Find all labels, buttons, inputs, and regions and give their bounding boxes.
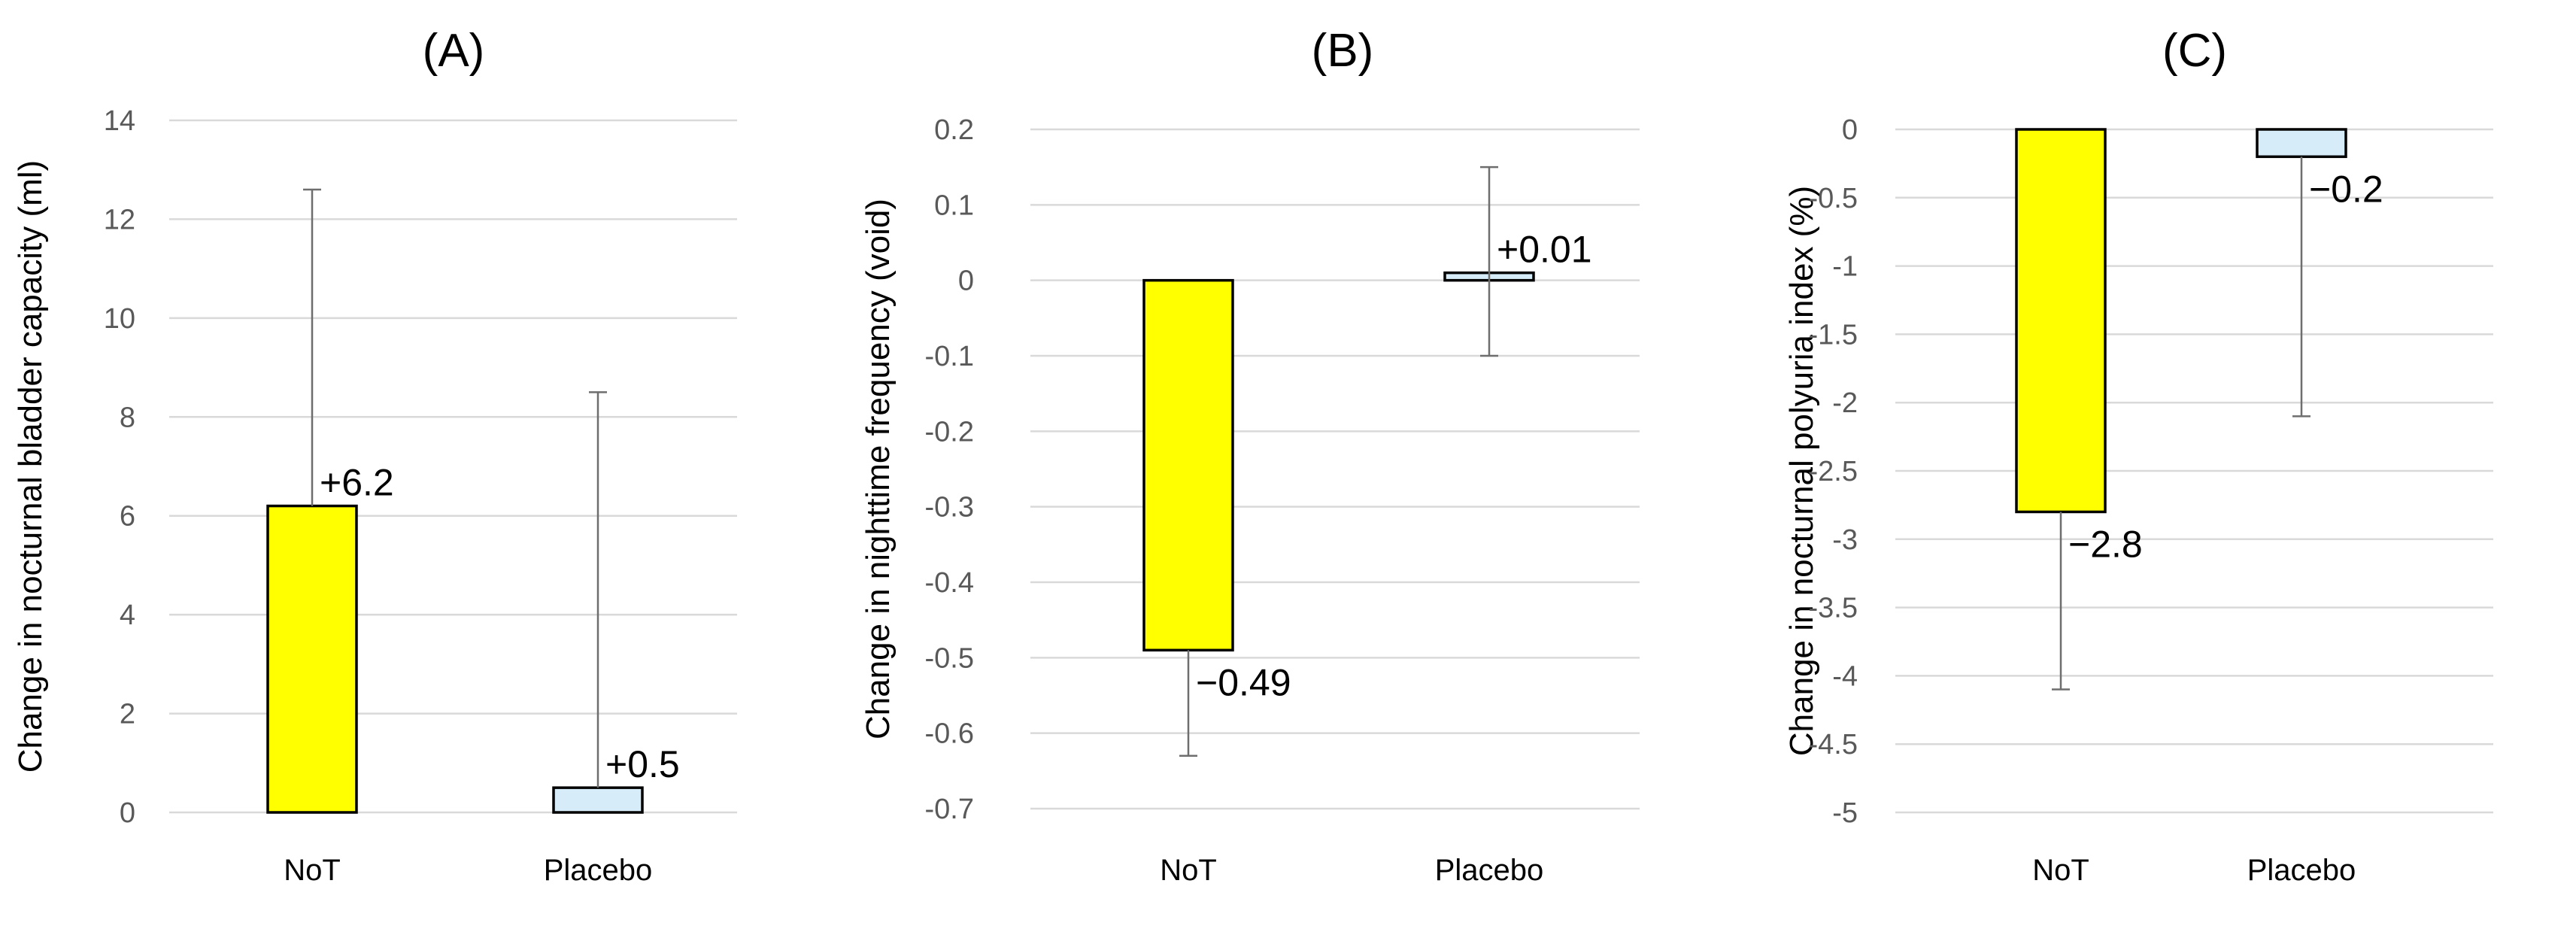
data-label: −0.49 [1196,661,1291,703]
y-tick-label: -1.5 [1809,319,1858,351]
y-tick-label: 6 [120,501,135,533]
y-tick-label: -4 [1832,660,1858,692]
x-tick-label: NoT [284,854,341,887]
y-tick-label: -0.5 [925,642,974,674]
y-axis-label: Change in nocturnal polyuria index (%) [1783,186,1820,756]
y-tick-label: -0.3 [925,492,974,524]
data-label: +0.01 [1497,229,1592,271]
y-tick-label: -1 [1832,251,1858,283]
y-tick-label: -3.5 [1809,593,1858,624]
y-tick-label: 0.2 [934,114,974,146]
y-tick-label: -0.2 [925,416,974,448]
y-axis-label: Change in nighttime frequency (void) [860,199,897,739]
x-tick-label: Placebo [1435,854,1544,887]
chart-panel-c: (C) Change in nocturnal polyuria index (%… [1783,25,2493,887]
y-tick-label: 10 [104,303,135,335]
chart-panel-b: (B) Change in nighttime frequency (void) 0… [860,25,1640,887]
bar-placebo [2256,128,2347,159]
panel-title: (C) [2162,25,2227,77]
y-tick-label: 12 [104,204,135,235]
y-tick-label: -3 [1832,524,1858,556]
y-tick-label: 0.1 [934,190,974,221]
x-tick-label: NoT [2032,854,2089,887]
x-tick-label: Placebo [2247,854,2356,887]
x-tick-label: Placebo [544,854,653,887]
y-tick-label: -0.1 [925,341,974,372]
y-tick-label: -4.5 [1809,729,1858,761]
y-tick-label: 8 [120,402,135,433]
y-tick-label: 4 [120,600,135,631]
y-tick-label: 14 [104,105,135,137]
x-tick-label: NoT [1160,854,1217,887]
y-tick-label: -2.5 [1809,456,1858,487]
chart-panel-a: (A) Change in nocturnal bladder capacity … [12,25,737,887]
data-label: −0.2 [2309,168,2383,210]
y-tick-label: 0 [958,266,974,297]
data-label: +6.2 [320,462,394,504]
y-tick-label: -2 [1832,387,1858,419]
y-tick-label: 2 [120,699,135,730]
bar-not [1142,278,1234,652]
data-label: −2.8 [2068,523,2143,565]
data-label: +0.5 [605,743,680,785]
bar-not [266,504,358,814]
y-tick-label: 0 [120,797,135,829]
bar-placebo [552,786,644,814]
y-axis-label: Change in nocturnal bladder capacity (ml… [12,160,49,773]
y-tick-label: -0.7 [925,794,974,825]
y-tick-label: -0.4 [925,567,974,599]
bar-not [2015,128,2107,514]
y-tick-label: -5 [1832,797,1858,829]
panel-title: (B) [1312,25,1374,77]
y-tick-label: -0.6 [925,718,974,750]
y-tick-label: 0 [1842,114,1858,146]
panel-title: (A) [423,25,485,77]
y-tick-label: -0.5 [1809,183,1858,214]
